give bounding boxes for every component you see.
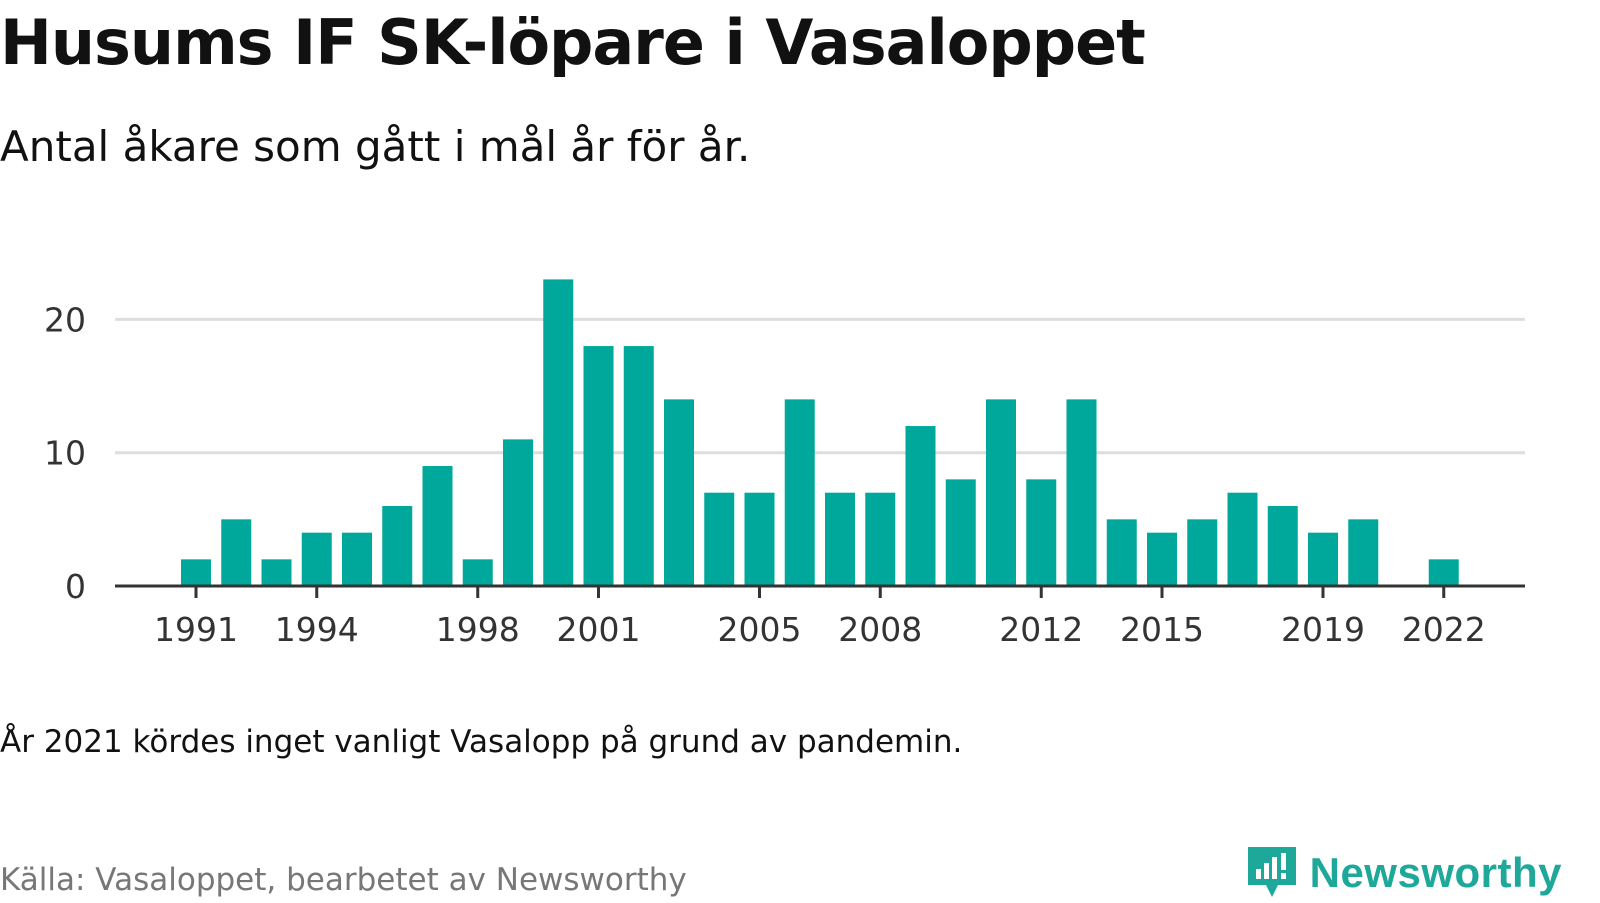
bar-2015: [1147, 532, 1177, 586]
bars: [181, 279, 1459, 586]
x-tick-label: 2012: [999, 610, 1083, 649]
y-axis: 0 10 20: [44, 300, 86, 606]
bar-2008: [865, 492, 896, 586]
y-tick-label: 20: [44, 300, 86, 339]
x-tick-label: 2001: [557, 610, 641, 649]
newsworthy-brand[interactable]: Newsworthy: [1246, 843, 1562, 903]
bar-2016: [1187, 519, 1218, 586]
bar-2020: [1348, 519, 1379, 586]
brand-name: Newsworthy: [1309, 849, 1562, 896]
bar-2018: [1267, 506, 1298, 586]
bar-1995: [342, 532, 372, 586]
newsworthy-logo-icon: [1246, 843, 1298, 903]
x-tick-label: 1994: [275, 610, 359, 649]
bar-1993: [261, 559, 292, 586]
bar-chart: 0 10 20 1991 1994 1998 2001 2005 2008 2012 2015 20…: [44, 279, 1525, 649]
bar-2012: [1026, 479, 1057, 586]
bar-2000: [543, 279, 574, 586]
bar-2014: [1106, 519, 1137, 586]
y-tick-label: 0: [65, 567, 86, 606]
bar-1994: [301, 532, 332, 586]
bar-1992: [221, 519, 252, 586]
bar-2009: [905, 426, 936, 586]
chart-title: Husums IF SK-löpare i Vasaloppet: [0, 6, 1146, 79]
chart-note: År 2021 kördes inget vanligt Vasalopp på…: [0, 724, 963, 760]
bar-2005: [744, 492, 775, 586]
x-tick-label: 2005: [718, 610, 802, 649]
x-tick-label: 2019: [1281, 610, 1365, 649]
x-tick-label: 1991: [154, 610, 238, 649]
x-tick-label: 2008: [838, 610, 922, 649]
grid-lines: [115, 317, 1525, 455]
bar-1999: [503, 439, 533, 586]
bar-1997: [422, 466, 453, 586]
x-tick-label: 2022: [1402, 610, 1486, 649]
chart-subtitle: Antal åkare som gått i mål år för år.: [0, 122, 751, 171]
bar-2001: [583, 346, 614, 586]
bar-1998: [462, 559, 493, 586]
bar-2011: [986, 399, 1016, 586]
bar-2019: [1308, 532, 1338, 586]
bar-2013: [1066, 399, 1097, 586]
x-tick-label: 1998: [436, 610, 520, 649]
bar-2007: [825, 492, 855, 586]
bar-2017: [1227, 492, 1258, 586]
bar-2003: [664, 399, 694, 586]
bar-2006: [784, 399, 815, 586]
bar-1991: [181, 559, 211, 586]
x-tick-label: 2015: [1120, 610, 1204, 649]
bar-2010: [945, 479, 976, 586]
bar-2004: [704, 492, 735, 586]
bar-2022: [1428, 559, 1459, 586]
bar-1996: [382, 506, 413, 586]
y-tick-label: 10: [44, 434, 86, 473]
source-credit: Källa: Vasaloppet, bearbetet av Newswort…: [0, 862, 687, 898]
bar-2002: [623, 346, 654, 586]
x-axis-ticks: 1991 1994 1998 2001 2005 2008 2012 2015 2019 2022: [154, 586, 1486, 649]
